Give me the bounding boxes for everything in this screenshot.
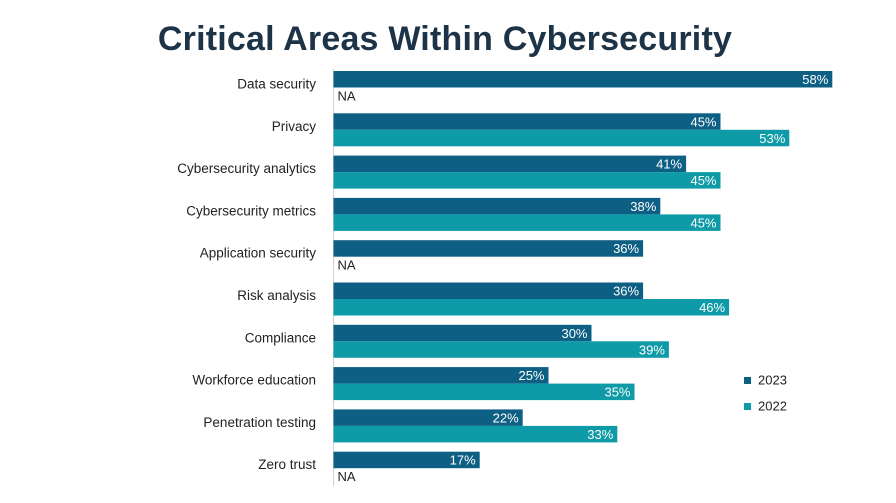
data-label: 45% — [690, 114, 716, 129]
data-label: 45% — [690, 215, 716, 230]
legend-label-2022: 2022 — [758, 399, 787, 414]
chart-row: Application security 36% NA — [200, 240, 644, 273]
legend-swatch-2022 — [744, 403, 751, 410]
legend-label-2023: 2023 — [758, 373, 787, 388]
bar-2023 — [333, 282, 644, 299]
data-label: 39% — [639, 342, 665, 357]
bar-2023 — [333, 71, 833, 88]
legend-swatch-2023 — [744, 377, 751, 384]
category-label: Privacy — [272, 119, 317, 134]
category-label: Risk analysis — [237, 288, 316, 303]
chart-row: Workforce education 25% 35% — [192, 367, 635, 401]
chart-title: Critical Areas Within Cybersecurity — [157, 20, 733, 58]
chart-rows: Data security 58% NA Privacy 45% 53% Cybersecu… — [177, 71, 833, 484]
data-label: 58% — [802, 72, 828, 87]
bar-2023 — [333, 240, 644, 257]
bar-2022 — [333, 341, 669, 358]
bar-2023 — [333, 409, 523, 426]
bar-2022 — [333, 129, 790, 147]
data-label: 53% — [759, 131, 785, 146]
chart-row: Penetration testing 22% 33% — [203, 409, 618, 443]
category-label: Workforce education — [192, 373, 316, 388]
bar-2023 — [333, 451, 480, 469]
category-label: Compliance — [245, 330, 316, 345]
legend: 2023 2022 — [744, 373, 787, 414]
bar-2022 — [333, 214, 721, 231]
chart-row: Zero trust 17% NA — [258, 451, 480, 484]
data-label: 22% — [493, 410, 519, 425]
bar-2023 — [333, 324, 592, 342]
bar-2022 — [333, 425, 618, 443]
bar-2022 — [333, 383, 635, 401]
category-label: Application security — [200, 246, 317, 261]
category-label: Cybersecurity analytics — [177, 161, 316, 176]
data-label: 41% — [656, 157, 682, 172]
chart-row: Privacy 45% 53% — [272, 113, 790, 147]
data-label: 17% — [450, 453, 476, 468]
data-label: 38% — [630, 199, 656, 214]
na-label: NA — [338, 469, 356, 484]
data-label: 25% — [518, 368, 544, 383]
data-label: 46% — [699, 300, 725, 315]
chart-row: Data security 58% NA — [237, 71, 833, 104]
data-label: 30% — [561, 326, 587, 341]
bar-2023 — [333, 197, 661, 215]
chart-row: Cybersecurity metrics 38% 45% — [186, 197, 721, 231]
data-label: 36% — [613, 241, 639, 256]
chart-row: Risk analysis 36% 46% — [237, 282, 730, 316]
na-label: NA — [338, 258, 356, 273]
data-label: 35% — [604, 385, 630, 400]
data-label: 33% — [587, 427, 613, 442]
data-label: 36% — [613, 284, 639, 299]
chart-row: Cybersecurity analytics 41% 45% — [177, 155, 721, 189]
data-label: 45% — [690, 173, 716, 188]
category-label: Data security — [237, 77, 316, 92]
category-label: Cybersecurity metrics — [186, 203, 316, 218]
na-label: NA — [338, 89, 356, 104]
category-label: Zero trust — [258, 457, 316, 472]
bar-2023 — [333, 113, 721, 130]
bar-2023 — [333, 155, 687, 173]
category-label: Penetration testing — [203, 415, 316, 430]
bar-2023 — [333, 367, 549, 384]
bar-2022 — [333, 172, 721, 189]
bar-2022 — [333, 299, 730, 316]
chart-row: Compliance 30% 39% — [245, 324, 669, 358]
